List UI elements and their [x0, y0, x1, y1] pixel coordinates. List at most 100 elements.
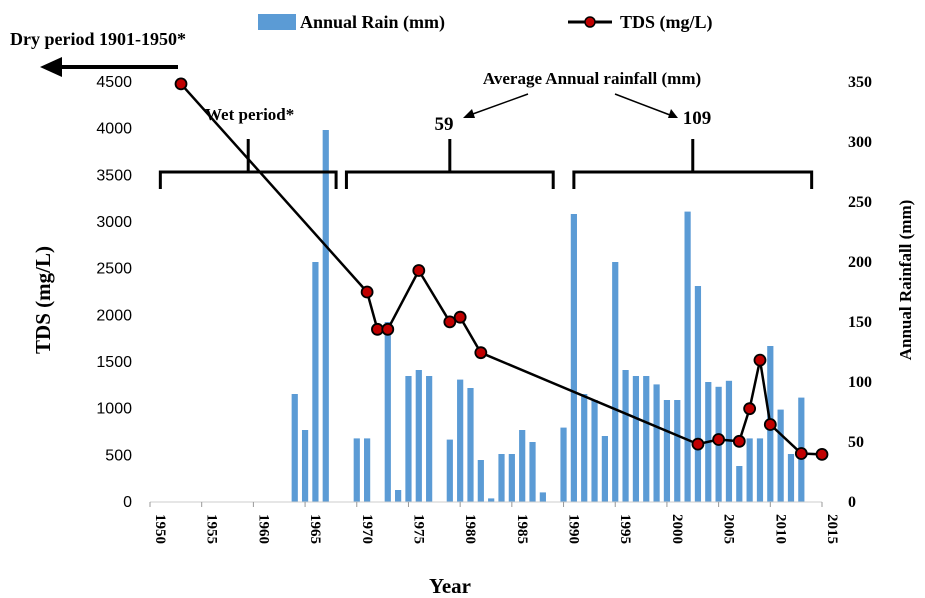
rain-bar-1974 [395, 490, 402, 502]
x-tick-labels: 1950 1955 1960 1965 1970 1975 1980 1985 1990 1995… [149, 502, 840, 544]
rain-bar-2012 [787, 454, 795, 502]
tds-point-1 [360, 285, 374, 299]
rain-bar-1999 [653, 384, 660, 502]
x-tick-label-2015: 2015 [824, 514, 840, 544]
rain-bar-1995 [612, 262, 619, 502]
tds-point-13 [763, 418, 777, 431]
tds-point-4 [412, 264, 426, 277]
tds-point-15 [815, 447, 829, 461]
rain-bar-2008 [746, 438, 753, 502]
tds-line [174, 77, 829, 461]
y-left-tick-label-1000: 1000 [96, 401, 132, 418]
x-tick-label-1995: 1995 [617, 514, 633, 544]
x-tick-label-2000: 2000 [669, 514, 685, 544]
wet-period-annotation: Wet period* [205, 105, 294, 124]
rain-bar-1971 [364, 438, 371, 502]
x-tick-label-1970: 1970 [359, 514, 375, 544]
y-left-tick-label-1500: 1500 [96, 354, 132, 371]
y-right-axis-label: Annual Rainfall (mm) [896, 200, 915, 361]
rain-bar-1988 [539, 492, 546, 502]
average-rainfall-title: Average Annual rainfall (mm) [483, 69, 701, 88]
x-tick-label-2005: 2005 [721, 514, 737, 544]
rain-bar-2001 [674, 400, 681, 502]
rain-bar-1997 [632, 376, 640, 502]
y-left-tick-label-2500: 2500 [96, 261, 132, 278]
tds-point-14 [794, 447, 808, 460]
y-left-tick-label-3000: 3000 [96, 214, 132, 231]
rain-bar-1979 [446, 439, 453, 502]
rain-bar-1983 [488, 498, 495, 502]
tds-point-12 [753, 353, 767, 367]
y-left-tick-labels: 0 500 1000 1500 2000 2500 3000 3500 4000 4500 [96, 74, 132, 511]
rain-bar-2003 [694, 286, 702, 502]
rain-bar-2011 [777, 409, 784, 502]
period-bracket-1 [158, 170, 338, 189]
y-left-tick-label-4000: 4000 [96, 121, 132, 138]
legend-rain-label: Annual Rain (mm) [300, 12, 445, 33]
rain-bar-1993 [591, 400, 598, 502]
average-value-1: 59 [435, 114, 454, 135]
tds-series-line [180, 83, 823, 456]
period-bracket-2 [344, 170, 555, 189]
x-axis-label: Year [429, 574, 471, 598]
rain-bar-2000 [663, 400, 671, 502]
y-left-tick-label-4500: 4500 [96, 74, 132, 91]
tds-point-7 [474, 346, 488, 360]
legend-rain-swatch [258, 14, 296, 30]
y-left-tick-label-0: 0 [123, 494, 132, 511]
y-right-tick-label-50: 50 [848, 434, 864, 451]
rain-bar-1991 [570, 214, 577, 502]
tds-point-11 [743, 402, 757, 416]
average-value-2: 109 [683, 108, 712, 129]
rain-bar-1990 [560, 427, 567, 502]
tds-point-0 [174, 77, 188, 91]
dry-period-arrow [40, 57, 178, 77]
tds-point-6 [453, 310, 467, 324]
x-tick-label-1990: 1990 [566, 514, 582, 544]
period-bracket-3 [572, 170, 814, 189]
y-right-tick-label-350: 350 [848, 74, 872, 91]
rain-bars [291, 130, 805, 502]
rain-bar-1987 [529, 442, 536, 502]
tds-point-10 [732, 434, 746, 448]
rain-bar-1967 [322, 130, 329, 502]
y-right-tick-label-150: 150 [848, 314, 872, 331]
rain-bar-2007 [736, 466, 743, 502]
tds-point-2 [371, 322, 384, 336]
y-left-tick-label-2000: 2000 [96, 307, 132, 324]
legend-tds-marker [584, 16, 596, 28]
rain-bar-1980 [457, 379, 464, 502]
y-right-tick-label-100: 100 [848, 374, 872, 391]
y-right-tick-label-200: 200 [848, 254, 872, 271]
rain-bar-1970 [353, 438, 360, 502]
y-left-tick-label-500: 500 [105, 447, 132, 464]
rain-bar-1965 [301, 430, 309, 502]
legend-tds-label: TDS (mg/L) [620, 12, 713, 33]
tds-point-9 [712, 433, 726, 446]
rain-bar-1984 [498, 454, 505, 502]
rain-bar-1996 [622, 370, 629, 502]
rain-bar-1973 [384, 322, 391, 502]
y-right-tick-labels: 0 50 100 150 200 250 300 350 [848, 74, 872, 511]
tds-point-3 [381, 322, 395, 336]
x-tick-label-1975: 1975 [410, 514, 426, 544]
tds-point-5 [443, 315, 457, 329]
rain-bar-2009 [756, 438, 764, 502]
rain-bar-1966 [312, 262, 319, 502]
rain-bar-2002 [684, 211, 691, 502]
y-left-axis-label: TDS (mg/L) [31, 246, 55, 354]
rain-bar-1976 [415, 370, 422, 502]
average-arrows [463, 93, 678, 118]
rain-bar-1998 [643, 376, 650, 502]
rain-bar-1977 [426, 376, 433, 502]
rain-bar-1981 [467, 388, 474, 502]
x-tick-label-1980: 1980 [462, 514, 478, 544]
y-right-tick-label-250: 250 [848, 194, 872, 211]
tds-point-8 [691, 437, 705, 451]
x-tick-label-1965: 1965 [307, 514, 323, 544]
x-tick-label-2010: 2010 [772, 514, 788, 544]
rain-bar-1992 [581, 394, 588, 502]
y-right-tick-label-300: 300 [848, 134, 872, 151]
rain-bar-1985 [508, 454, 515, 502]
